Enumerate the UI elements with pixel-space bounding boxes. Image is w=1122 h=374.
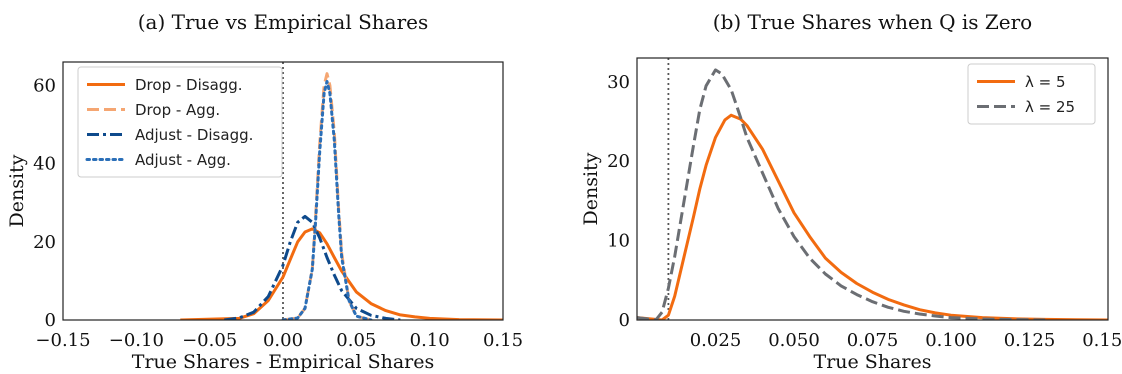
y-tick-label: 60 (33, 75, 56, 96)
series-line-3 (281, 80, 373, 320)
y-tick-label: 40 (33, 154, 56, 175)
legend-entry-label: Adjust - Agg. (135, 151, 231, 169)
legend: Drop - Disagg. Drop - Agg. Adjust - Disagg… (77, 66, 283, 178)
legend-entry-label: Drop - Disagg. (135, 76, 243, 94)
y-tick-label: 0 (45, 310, 56, 331)
x-tick-label: 0.075 (847, 330, 899, 351)
legend: λ = 5 λ = 25 (967, 63, 1096, 125)
x-tick-label: 0.125 (1004, 330, 1056, 351)
series-line-1 (637, 68, 1046, 320)
x-tick-label: 0.150 (1082, 330, 1122, 351)
legend-entry-label: λ = 5 (1025, 73, 1066, 91)
x-tick-label: 0.15 (483, 330, 523, 351)
x-axis-label: True Shares (814, 351, 932, 373)
x-tick-label: 0.100 (925, 330, 977, 351)
chart-panel-b: (b) True Shares when Q is Zero 0.025 0.050… (580, 10, 1122, 373)
x-tick-label: 0.025 (690, 330, 742, 351)
y-tick-label: 20 (33, 232, 56, 253)
chart-panel-a: (a) True vs Empirical Shares −0.15 −0.10 −0… (6, 10, 523, 373)
y-axis-label: Density (6, 154, 28, 227)
x-tick-label: −0.10 (109, 330, 164, 351)
x-tick-label: 0.05 (336, 330, 376, 351)
chart-title: (b) True Shares when Q is Zero (713, 10, 1032, 34)
x-tick-label: −0.15 (35, 330, 90, 351)
plot-frame (62, 61, 504, 321)
y-tick-label: 30 (607, 72, 630, 93)
y-tick-label: 10 (607, 231, 630, 252)
legend-entry-label: Drop - Agg. (135, 101, 220, 119)
plot-frame (636, 57, 1109, 321)
x-tick-label: 0.00 (263, 330, 303, 351)
y-tick-label: 0 (619, 310, 630, 331)
chart-title: (a) True vs Empirical Shares (138, 10, 429, 34)
series-line-1 (282, 72, 372, 320)
series-line-0 (180, 227, 503, 320)
x-axis-label: True Shares - Empirical Shares (132, 351, 434, 373)
legend-entry-label: Adjust - Disagg. (135, 126, 253, 144)
x-tick-label: 0.050 (768, 330, 820, 351)
legend-entry-label: λ = 25 (1025, 98, 1075, 116)
y-axis-label: Density (580, 152, 602, 225)
x-tick-label: 0.10 (410, 330, 450, 351)
y-tick-label: 20 (607, 151, 630, 172)
x-tick-label: −0.05 (182, 330, 237, 351)
series-line-0 (637, 113, 1108, 320)
series-line-2 (224, 214, 401, 320)
